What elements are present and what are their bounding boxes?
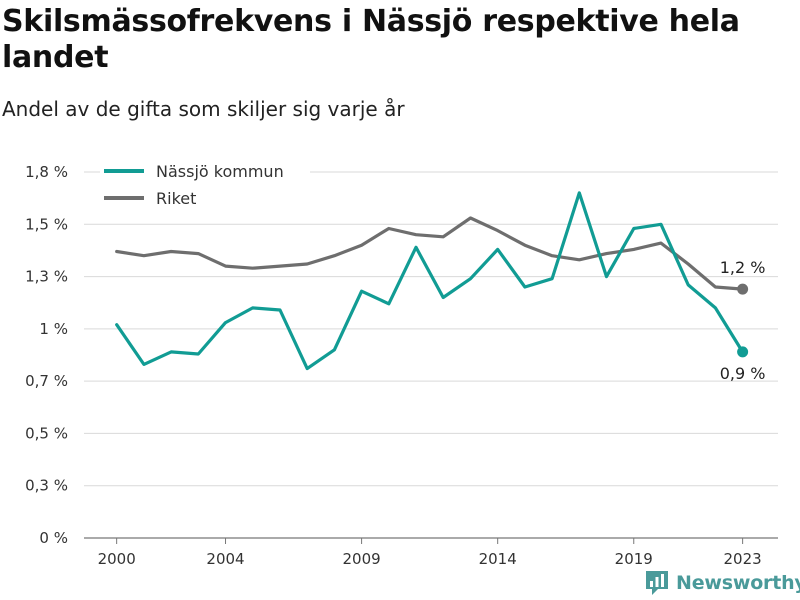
x-tick-label: 2000 (98, 550, 136, 568)
y-tick-label: 1 % (39, 320, 68, 338)
legend-backdrop (100, 161, 310, 183)
end-label-nassjo: 0,9 % (720, 364, 766, 383)
end-label-riket: 1,2 % (720, 258, 766, 277)
x-tick-label: 2019 (615, 550, 653, 568)
x-tick-label: 2009 (343, 550, 381, 568)
y-tick-label: 1,8 % (25, 163, 68, 181)
series-end-point-riket (737, 283, 749, 295)
y-tick-label: 0,3 % (25, 477, 68, 495)
y-tick-label: 0,5 % (25, 424, 68, 442)
x-tick-label: 2023 (724, 550, 762, 568)
newsworthy-logo[interactable]: Newsworthy (644, 568, 800, 598)
y-tick-label: 1,5 % (25, 215, 68, 233)
legend-label-riket: Riket (156, 189, 196, 208)
series-end-point-nassjo (737, 346, 749, 358)
x-tick-label: 2014 (479, 550, 517, 568)
newsworthy-logo-icon (646, 571, 668, 595)
chart-subtitle: Andel av de gifta som skiljer sig varje … (2, 97, 405, 121)
y-tick-label: 0 % (39, 529, 68, 547)
chart-title: Skilsmässofrekvens i Nässjö respektive h… (2, 4, 740, 75)
y-tick-label: 1,3 % (25, 268, 68, 286)
legend-label-nassjo: Nässjö kommun (156, 162, 284, 181)
series-line-riket (115, 216, 745, 291)
x-tick-label: 2004 (206, 550, 244, 568)
brand-name: Newsworthy (676, 572, 800, 594)
series-line-nassjo (115, 191, 745, 371)
legend-backdrop (100, 188, 310, 210)
y-tick-label: 0,7 % (25, 372, 68, 390)
